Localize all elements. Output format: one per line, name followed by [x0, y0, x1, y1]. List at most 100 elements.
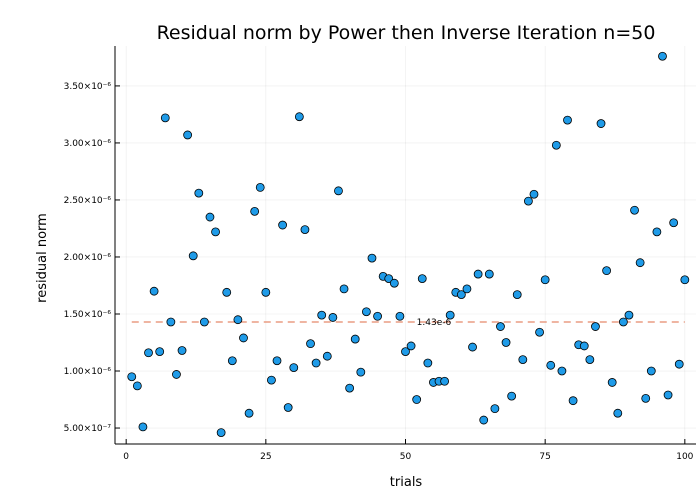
data-point [272, 356, 282, 366]
data-point [630, 205, 639, 215]
data-point [496, 322, 505, 331]
data-point [663, 390, 673, 400]
data-point [199, 317, 209, 327]
grid-lines [115, 46, 696, 444]
data-point [261, 287, 271, 297]
data-point [160, 113, 170, 123]
data-point [535, 327, 544, 337]
mean-line-label: 1.43e-6 [417, 318, 452, 328]
data-point [149, 286, 159, 296]
data-point [367, 253, 377, 263]
data-point [138, 422, 148, 432]
y-tick-labels: 5.00×10⁻⁷ 1.00×10⁻⁶ 1.50×10⁻⁶ 2.00×10⁻⁶ 2.50… [64, 82, 112, 434]
y-tick-label: 3.00×10⁻⁶ [64, 139, 112, 149]
data-point [339, 284, 349, 294]
data-point [216, 428, 226, 437]
data-point [551, 140, 561, 150]
data-point [591, 322, 600, 331]
data-point [618, 317, 628, 327]
data-point [518, 355, 528, 365]
data-point [172, 370, 181, 379]
data-point [652, 227, 662, 237]
data-point [328, 313, 338, 322]
data-point [674, 359, 684, 369]
data-point [283, 403, 293, 412]
data-point [412, 395, 422, 404]
data-point [255, 183, 265, 192]
data-point [188, 251, 198, 261]
data-point [557, 366, 567, 376]
data-point [507, 391, 517, 401]
y-tick-label: 5.00×10⁻⁷ [64, 424, 112, 434]
y-tick-label: 2.00×10⁻⁶ [64, 253, 112, 263]
data-point [317, 310, 327, 320]
data-point [401, 347, 410, 357]
data-point [233, 315, 243, 325]
data-point [473, 269, 483, 279]
data-point [311, 358, 321, 368]
data-point [250, 206, 260, 216]
data-point [177, 346, 187, 355]
data-point [322, 351, 332, 361]
x-tick-label: 75 [539, 452, 550, 462]
data-point [278, 220, 287, 230]
y-tick-label: 3.50×10⁻⁶ [64, 82, 112, 92]
data-point [306, 339, 315, 349]
data-point [373, 311, 382, 321]
data-point [205, 212, 215, 222]
data-point [613, 408, 623, 418]
data-point [211, 227, 220, 237]
data-point [440, 376, 450, 386]
data-point [635, 258, 645, 268]
y-axis-label: residual norm [35, 213, 50, 303]
x-tick-label: 25 [260, 452, 271, 462]
x-tick-labels: 0 25 50 75 100 [123, 452, 693, 462]
data-point [529, 189, 539, 199]
data-point [267, 375, 276, 385]
data-point [602, 266, 612, 276]
data-point [456, 290, 466, 300]
data-point [540, 275, 550, 285]
data-point [445, 310, 455, 320]
data-point [289, 363, 299, 372]
y-tick-label: 2.50×10⁻⁶ [64, 196, 112, 206]
data-points [127, 51, 690, 437]
data-point [144, 348, 153, 358]
data-point [239, 333, 248, 343]
data-point [406, 341, 416, 351]
data-point [166, 317, 176, 327]
data-point [524, 196, 533, 206]
data-point [423, 358, 433, 368]
data-point [417, 274, 427, 284]
data-point [194, 188, 204, 198]
data-point [641, 393, 651, 403]
data-point [563, 115, 572, 125]
x-axis-label: trials [390, 475, 423, 490]
data-point [300, 225, 310, 235]
data-point [389, 278, 399, 288]
data-point [334, 186, 343, 196]
data-point [294, 112, 304, 122]
data-point [132, 381, 142, 391]
data-point [669, 218, 679, 228]
y-tick-label: 1.50×10⁻⁶ [64, 310, 112, 320]
data-point [546, 360, 556, 370]
data-point [227, 356, 237, 366]
data-point [183, 130, 193, 140]
x-tick-label: 50 [400, 452, 412, 462]
data-point [568, 396, 578, 406]
data-point [490, 404, 500, 414]
data-point [356, 367, 366, 377]
data-point [462, 284, 472, 294]
x-tick-label: 100 [676, 452, 693, 462]
data-point [484, 269, 494, 279]
data-point [479, 415, 489, 425]
data-point [596, 119, 606, 128]
data-point [501, 338, 511, 347]
data-point [585, 355, 595, 365]
data-point [579, 341, 589, 351]
data-point [361, 307, 371, 317]
chart-title: Residual norm by Power then Inverse Iter… [157, 22, 656, 44]
data-point [244, 408, 254, 418]
reference-line: 1.43e-6 [131, 318, 685, 328]
